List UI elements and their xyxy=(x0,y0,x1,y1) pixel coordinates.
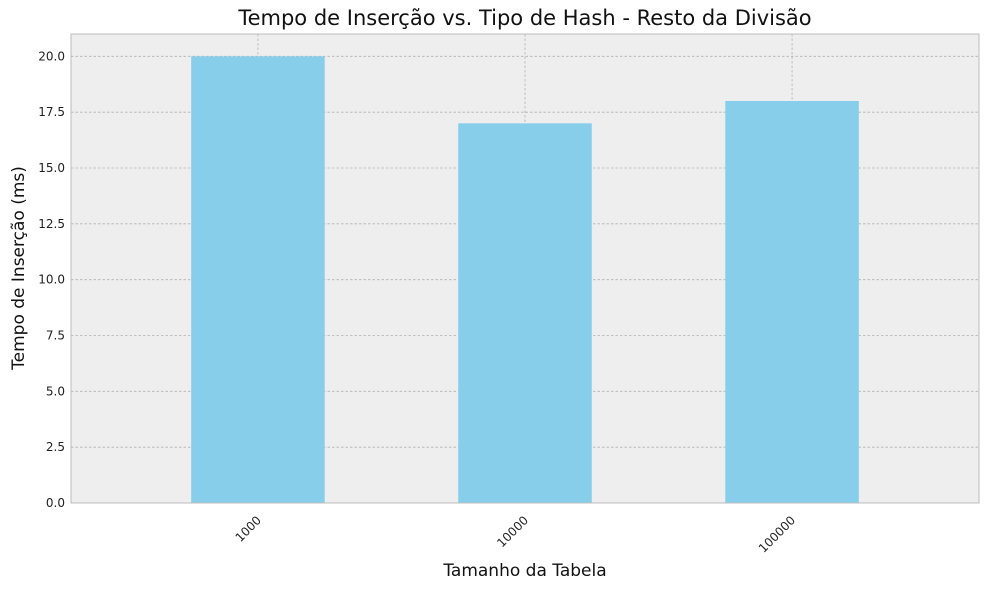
x-tick-label: 10000 xyxy=(494,513,531,550)
bar-1000 xyxy=(191,56,325,503)
x-tick-label: 1000 xyxy=(233,513,264,544)
bar-100000 xyxy=(725,101,859,503)
chart-title: Tempo de Inserção vs. Tipo de Hash - Res… xyxy=(237,6,811,30)
y-tick-label: 17.5 xyxy=(38,105,65,119)
y-axis-ticks: 0.0 2.5 5.0 7.5 10.0 12.5 15.0 17.5 20.0 xyxy=(38,49,65,510)
bars xyxy=(191,56,859,503)
y-axis-title: Tempo de Inserção (ms) xyxy=(9,166,29,371)
y-tick-label: 7.5 xyxy=(46,329,65,343)
y-tick-label: 12.5 xyxy=(38,217,65,231)
y-tick-label: 15.0 xyxy=(38,161,65,175)
y-tick-label: 0.0 xyxy=(46,496,65,510)
bar-10000 xyxy=(458,123,592,503)
x-axis-ticks: 1000 10000 100000 xyxy=(233,513,799,555)
x-axis-title: Tamanho da Tabela xyxy=(442,561,606,581)
y-tick-label: 5.0 xyxy=(46,384,65,398)
y-tick-label: 2.5 xyxy=(46,440,65,454)
plot-frame xyxy=(70,33,980,504)
y-tick-label: 10.0 xyxy=(38,273,65,287)
y-tick-label: 20.0 xyxy=(38,49,65,63)
x-tick-label: 100000 xyxy=(756,513,798,555)
